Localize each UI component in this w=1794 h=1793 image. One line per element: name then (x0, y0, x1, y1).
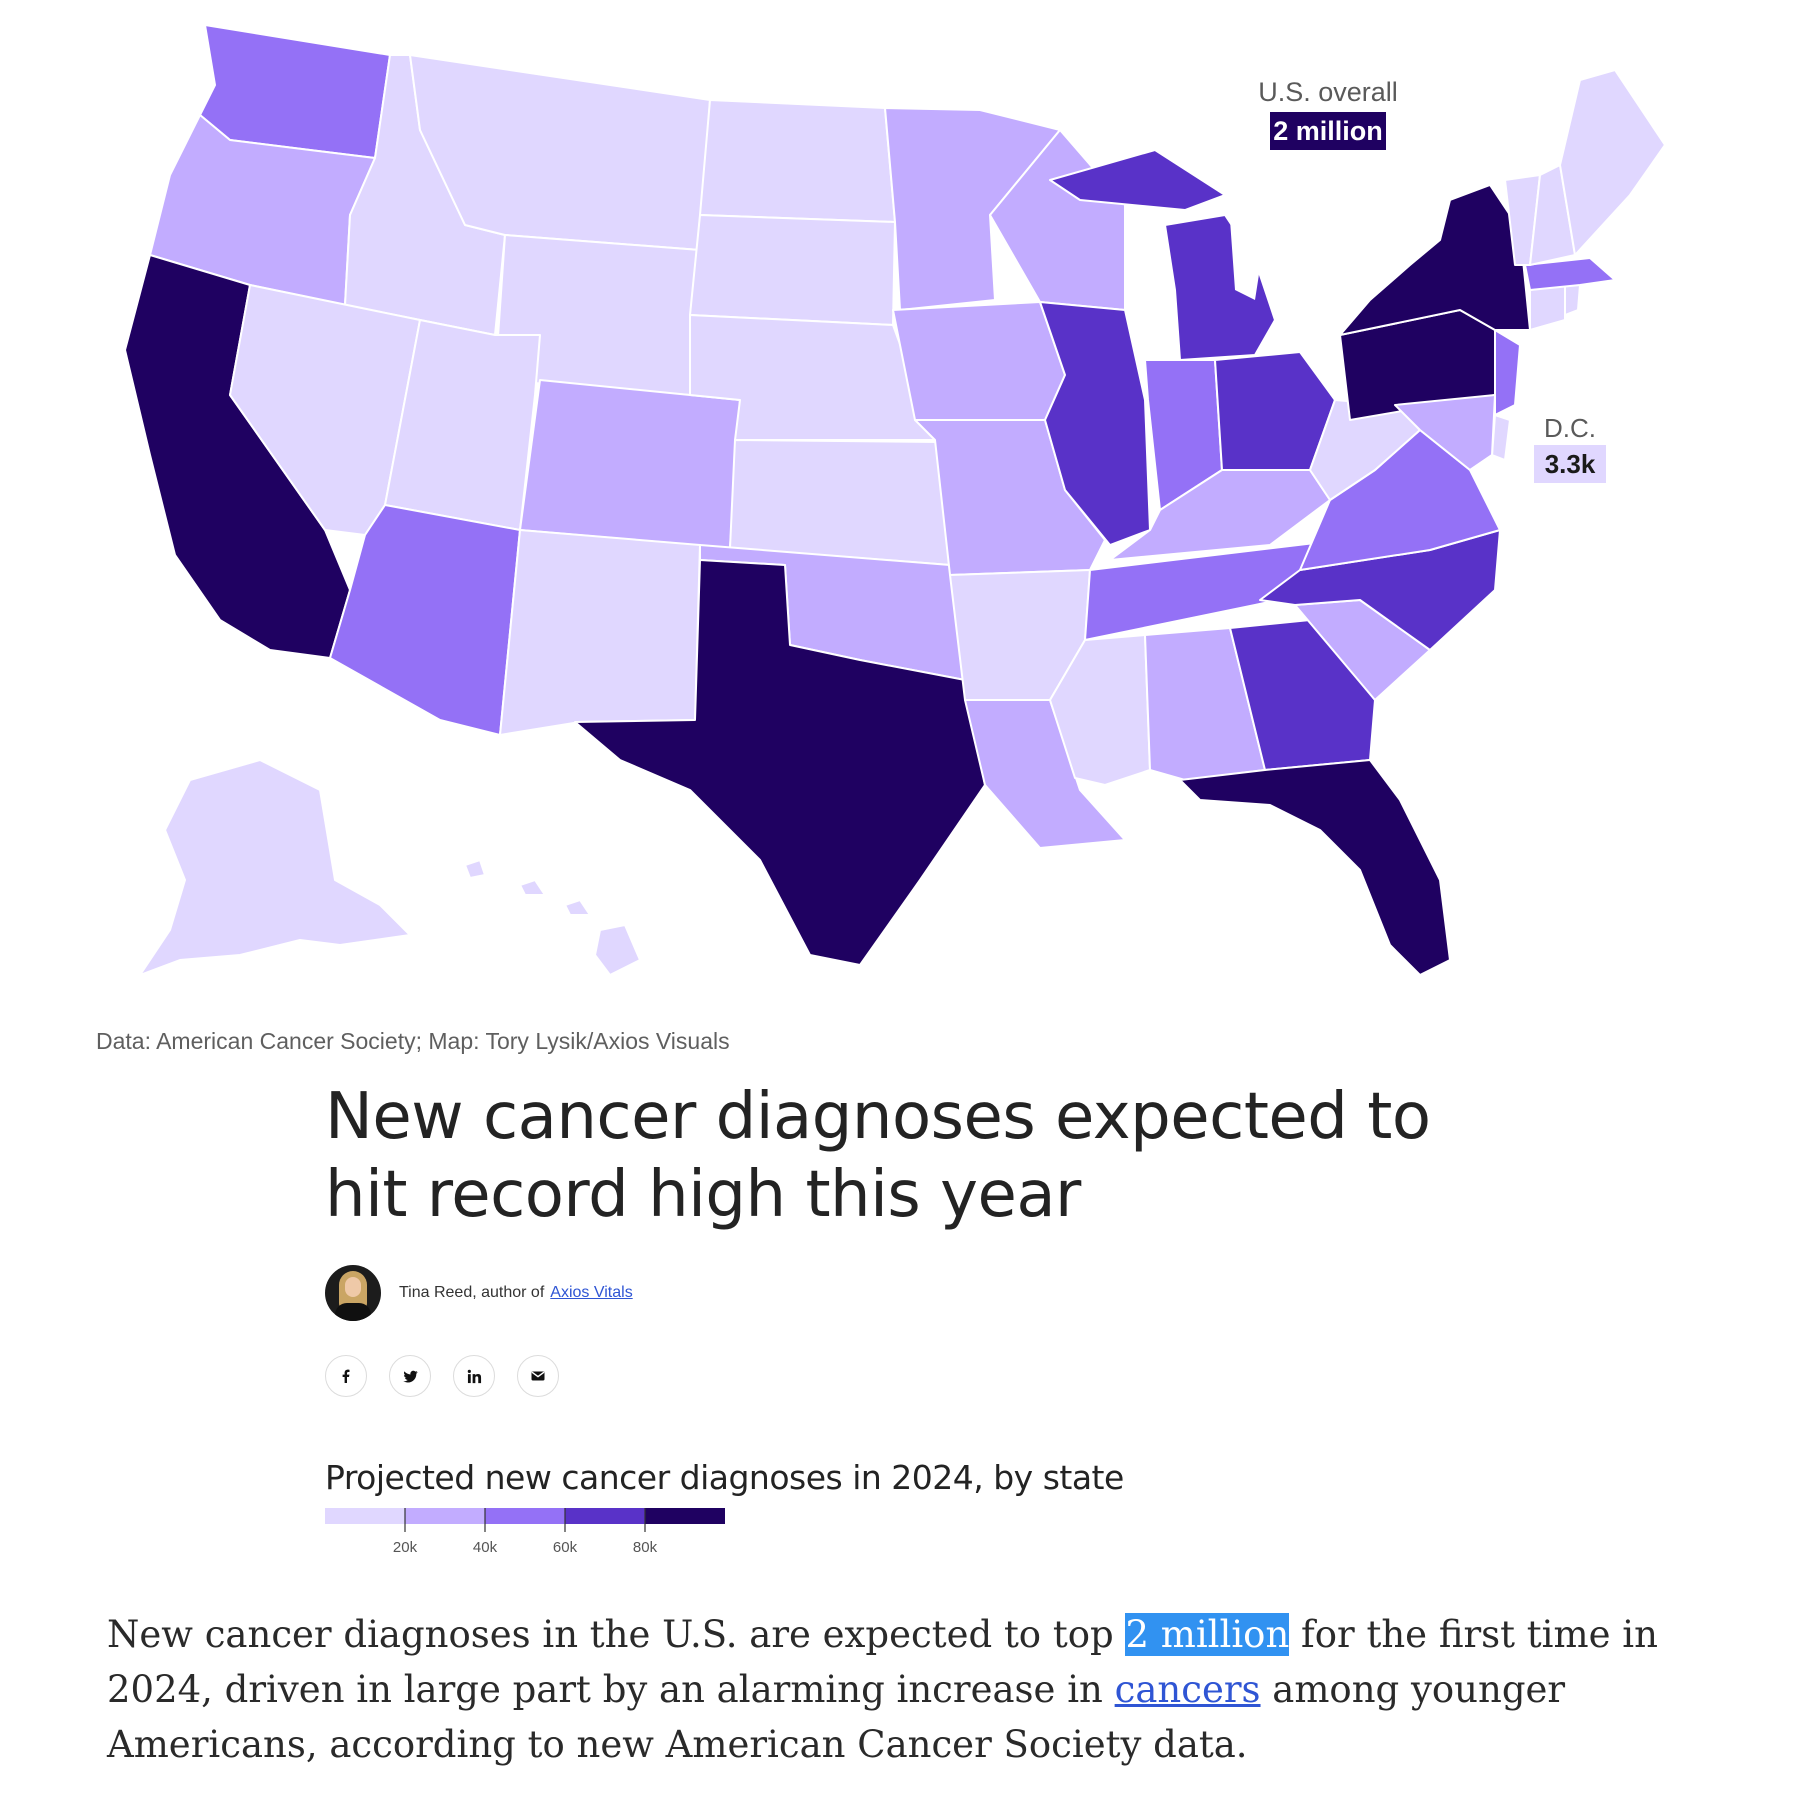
share-email-button[interactable] (517, 1355, 559, 1397)
byline-text: Tina Reed, author of Axios Vitals (399, 1284, 633, 1302)
lede-text-2: for the first time in 2024, driven in la… (107, 1613, 1658, 1711)
legend-swatch-2 (485, 1508, 565, 1524)
map-svg: U.S. overall 2 million D.C. 3.3k (124, 24, 1666, 976)
share-linkedin-button[interactable] (453, 1355, 495, 1397)
state-de[interactable] (1491, 414, 1511, 461)
dc-value: 3.3k (1545, 449, 1596, 479)
state-ny[interactable] (1339, 184, 1531, 336)
legend-swatch-4 (645, 1508, 725, 1524)
legend-tick-label: 80k (633, 1539, 658, 1556)
state-mn[interactable] (884, 107, 1061, 311)
legend-title: Projected new cancer diagnoses in 2024, … (325, 1458, 1124, 1497)
state-il[interactable] (1039, 301, 1151, 546)
state-nj[interactable] (1494, 329, 1521, 416)
lede-highlight[interactable]: 2 million (1125, 1613, 1290, 1656)
state-nm[interactable] (499, 529, 701, 736)
legend-swatch-3 (565, 1508, 645, 1524)
state-ks[interactable] (729, 439, 951, 566)
state-md[interactable] (1394, 394, 1496, 471)
state-nd[interactable] (699, 99, 896, 223)
state-hi[interactable] (464, 859, 641, 976)
dc-badge (1534, 445, 1606, 483)
color-legend: 20k 40k 60k 80k (325, 1508, 737, 1558)
facebook-icon (342, 1369, 350, 1383)
author-name: Tina Reed, author of (399, 1284, 545, 1301)
state-ak[interactable] (139, 759, 411, 976)
state-tx[interactable] (574, 559, 986, 966)
article-headline: New cancer diagnoses expected to hit rec… (325, 1080, 1431, 1232)
state-me[interactable] (1559, 69, 1666, 256)
share-twitter-button[interactable] (389, 1355, 431, 1397)
cancers-link[interactable]: cancers (1114, 1668, 1261, 1711)
author-avatar[interactable] (325, 1265, 381, 1321)
article-lede: New cancer diagnoses in the U.S. are exp… (107, 1607, 1707, 1772)
map-credit: Data: American Cancer Society; Map: Tory… (96, 1028, 730, 1054)
lede-text-1: New cancer diagnoses in the U.S. are exp… (107, 1613, 1126, 1656)
twitter-icon (402, 1370, 418, 1383)
legend-tick-label: 40k (473, 1539, 498, 1556)
byline: Tina Reed, author of Axios Vitals (325, 1265, 633, 1321)
us-overall-badge (1270, 112, 1386, 150)
great-lakes (1125, 210, 1345, 345)
state-co[interactable] (519, 379, 741, 549)
legend-swatch-0 (325, 1508, 405, 1524)
email-icon (531, 1371, 545, 1381)
state-fl[interactable] (1179, 759, 1451, 976)
dc-label: D.C. (1544, 413, 1596, 443)
state-ma[interactable] (1524, 257, 1616, 291)
lede-text-3: among younger Americans, according to ne… (107, 1668, 1566, 1766)
legend-swatch-1 (405, 1508, 485, 1524)
newsletter-link[interactable]: Axios Vitals (550, 1284, 633, 1301)
share-facebook-button[interactable] (325, 1355, 367, 1397)
legend-tick-label: 20k (393, 1539, 418, 1556)
state-ia[interactable] (892, 301, 1066, 421)
us-overall-value: 2 million (1273, 116, 1383, 146)
linkedin-icon (467, 1369, 481, 1383)
state-sd[interactable] (689, 214, 896, 326)
us-choropleth-map: U.S. overall 2 million D.C. 3.3k (124, 24, 1666, 976)
state-ri[interactable] (1564, 284, 1581, 316)
us-overall-label: U.S. overall (1258, 77, 1398, 107)
state-az[interactable] (329, 504, 521, 736)
legend-svg: 20k 40k 60k 80k (325, 1508, 725, 1556)
legend-tick-label: 60k (553, 1539, 578, 1556)
state-ct[interactable] (1529, 284, 1566, 331)
share-bar (325, 1355, 559, 1397)
